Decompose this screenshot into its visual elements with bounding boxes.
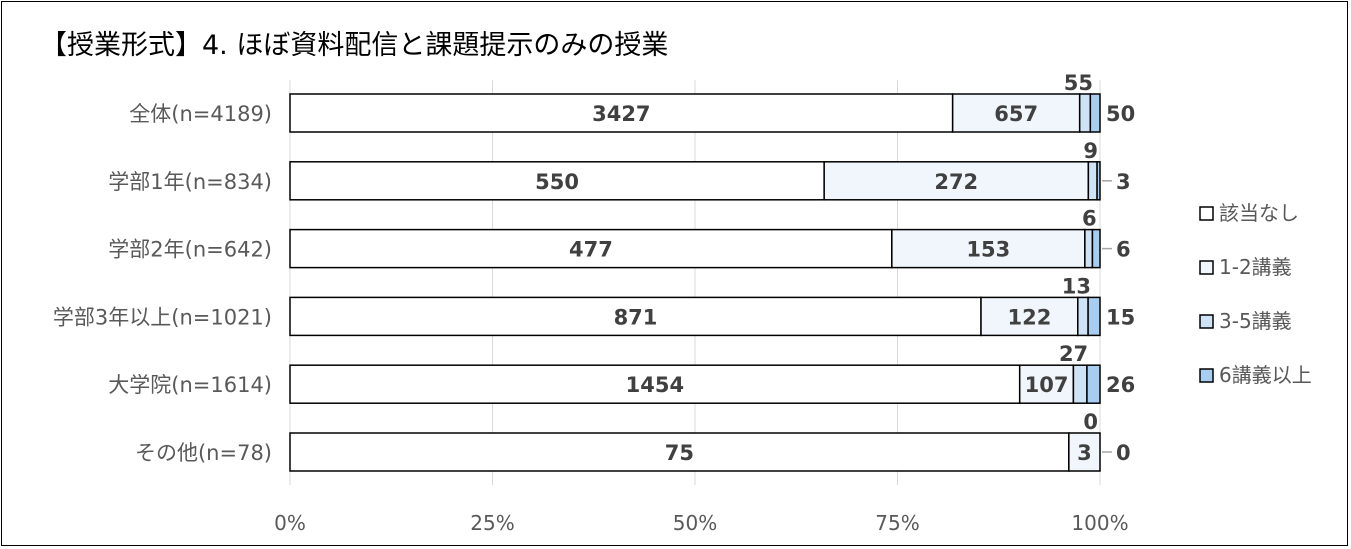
bar-segment-0	[289, 161, 825, 201]
chart-title: 【授業形式】4. ほぼ資料配信と課題提示のみの授業	[40, 30, 668, 61]
data-label: 3427	[592, 102, 650, 126]
data-label: 107	[1025, 373, 1069, 397]
category-label: 全体(n=4189)	[129, 102, 272, 126]
bar-segment-3	[1086, 364, 1101, 404]
bar-segment-0	[289, 228, 893, 269]
x-tick-label: 50%	[673, 511, 717, 535]
bar-segment-1	[980, 296, 1079, 337]
bar-segment-2	[1072, 364, 1088, 404]
data-label: 26	[1106, 373, 1135, 397]
data-label: 0	[1083, 410, 1098, 434]
legend-label: 1-2講義	[1219, 255, 1292, 279]
data-label: 871	[614, 305, 658, 329]
bar-segment-1	[951, 93, 1081, 133]
bar-segment-2	[1084, 228, 1094, 269]
legend-label: 3-5講義	[1219, 309, 1292, 333]
data-label: 15	[1106, 305, 1135, 329]
bar-segment-0	[289, 364, 1021, 404]
bar-segment-0	[289, 432, 1070, 472]
bar-segment-0	[289, 93, 954, 133]
bar-segment-3	[1087, 296, 1101, 337]
bar-segment-2	[1078, 93, 1092, 133]
bar-segment-0	[289, 296, 982, 337]
bar-segment-2	[1087, 161, 1098, 201]
category-label: 学部1年(n=834)	[108, 170, 272, 194]
data-label: 3	[1077, 441, 1092, 465]
data-label: 153	[966, 238, 1010, 262]
legend-swatch	[1199, 260, 1214, 275]
data-label: 75	[665, 441, 694, 465]
data-label: 6	[1082, 207, 1097, 231]
legend-swatch	[1199, 314, 1214, 329]
bar-segment-3	[1096, 161, 1101, 201]
x-tick-label: 75%	[875, 511, 919, 535]
legend-label: 6講義以上	[1219, 363, 1312, 387]
data-label: 9	[1083, 139, 1098, 163]
legend-swatch	[1199, 206, 1214, 221]
data-label: 27	[1059, 342, 1088, 366]
category-label: その他(n=78)	[135, 441, 272, 465]
category-label: 学部3年以上(n=1021)	[53, 305, 272, 329]
category-label: 学部2年(n=642)	[108, 238, 272, 262]
legend-swatch	[1199, 368, 1214, 383]
data-label: 55	[1064, 71, 1093, 95]
data-label: 1454	[626, 373, 684, 397]
bar-segment-3	[1089, 93, 1101, 133]
data-label: 477	[569, 238, 613, 262]
data-label: 13	[1062, 274, 1091, 298]
bar-segment-1	[823, 161, 1090, 201]
data-label: 50	[1106, 102, 1135, 126]
bar-segment-2	[1077, 296, 1089, 337]
data-label: 550	[535, 170, 579, 194]
x-tick-label: 100%	[1071, 511, 1128, 535]
category-label: 大学院(n=1614)	[108, 373, 272, 397]
data-label: 657	[994, 102, 1038, 126]
x-tick-label: 25%	[470, 511, 514, 535]
bar-segment-1	[1018, 364, 1075, 404]
data-label: 272	[934, 170, 978, 194]
data-label: 3	[1116, 170, 1131, 194]
bar-segment-1	[1068, 432, 1101, 472]
legend-label: 該当なし	[1219, 201, 1299, 225]
data-label: 122	[1007, 305, 1051, 329]
data-label: 6	[1116, 238, 1131, 262]
bar-segment-3	[1091, 228, 1101, 269]
x-tick-label: 0%	[274, 511, 306, 535]
data-label: 0	[1116, 441, 1131, 465]
